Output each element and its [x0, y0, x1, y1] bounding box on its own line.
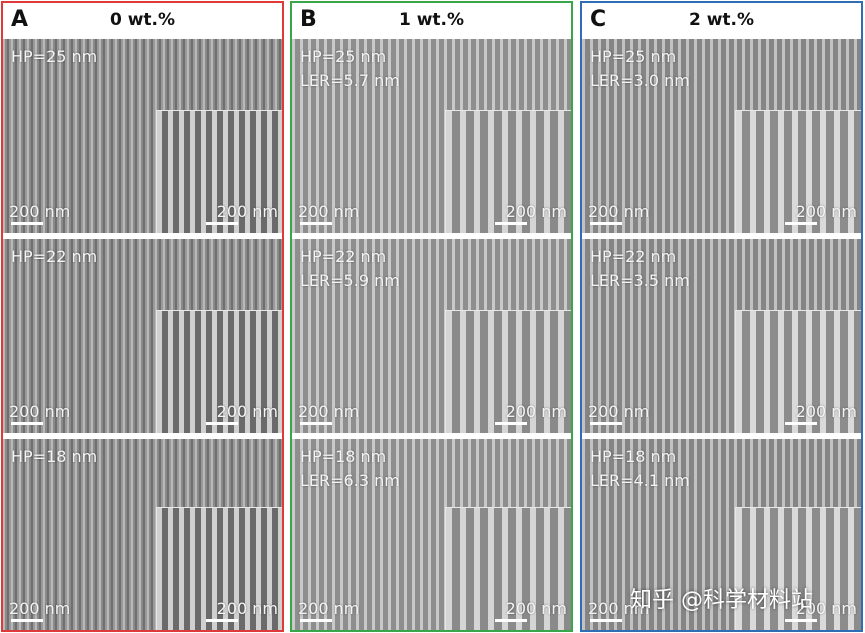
- sem-image: HP=22 nm 200 nm 200 nm: [3, 239, 282, 433]
- hp-label: HP=18 nm: [300, 447, 387, 466]
- sem-image: HP=18 nm LER=4.1 nm 200 nm 200 nm: [582, 439, 861, 630]
- scale-bar: [300, 422, 332, 425]
- inset-scale-bar: [495, 422, 527, 425]
- inset-scale-label: 200 nm: [216, 402, 278, 421]
- hp-label: HP=22 nm: [590, 247, 677, 266]
- sem-image: HP=25 nm 200 nm 200 nm: [3, 39, 282, 233]
- hp-label: HP=22 nm: [300, 247, 387, 266]
- scale-bar: [590, 222, 622, 225]
- sem-image: HP=22 nm LER=3.5 nm 200 nm 200 nm: [582, 239, 861, 433]
- inset-scale-bar: [785, 619, 817, 622]
- scale-label: 200 nm: [588, 402, 650, 421]
- inset-scale-label: 200 nm: [216, 202, 278, 221]
- sem-image: HP=18 nm LER=6.3 nm 200 nm 200 nm: [292, 439, 571, 630]
- sem-inset: [735, 507, 861, 630]
- scale-label: 200 nm: [9, 202, 71, 221]
- panel-letter: C: [590, 7, 607, 32]
- sem-inset: [445, 507, 571, 630]
- sem-inset: [445, 310, 571, 433]
- inset-scale-label: 200 nm: [505, 402, 567, 421]
- sem-image: HP=25 nm LER=3.0 nm 200 nm 200 nm: [582, 39, 861, 233]
- sem-inset: [735, 110, 861, 233]
- sem-inset: [735, 310, 861, 433]
- scale-bar: [590, 422, 622, 425]
- panel-title: 0 wt.%: [109, 10, 176, 30]
- ler-label: LER=5.7 nm: [300, 71, 400, 90]
- inset-scale-bar: [206, 222, 238, 225]
- panel-letter: A: [11, 7, 29, 32]
- inset-scale-label: 200 nm: [505, 599, 567, 618]
- sem-inset: [156, 507, 282, 630]
- ler-label: LER=5.9 nm: [300, 271, 400, 290]
- scale-label: 200 nm: [588, 202, 650, 221]
- sem-image: HP=18 nm 200 nm 200 nm: [3, 439, 282, 630]
- inset-scale-label: 200 nm: [795, 402, 857, 421]
- ler-label: LER=6.3 nm: [300, 471, 400, 490]
- inset-scale-bar: [785, 422, 817, 425]
- scale-bar: [590, 619, 622, 622]
- ler-label: LER=4.1 nm: [590, 471, 690, 490]
- scale-bar: [11, 619, 43, 622]
- sem-inset: [445, 110, 571, 233]
- scale-bar: [11, 222, 43, 225]
- sem-image: HP=25 nm LER=5.7 nm 200 nm 200 nm: [292, 39, 571, 233]
- scale-label: 200 nm: [9, 599, 71, 618]
- hp-label: HP=22 nm: [11, 247, 98, 266]
- watermark: 知乎 @科学材料站: [630, 588, 813, 613]
- scale-label: 200 nm: [9, 402, 71, 421]
- inset-scale-label: 200 nm: [505, 202, 567, 221]
- hp-label: HP=25 nm: [590, 47, 677, 66]
- inset-scale-bar: [495, 619, 527, 622]
- scale-bar: [300, 619, 332, 622]
- scale-label: 200 nm: [298, 599, 360, 618]
- panel-title: 1 wt.%: [398, 10, 465, 30]
- hp-label: HP=25 nm: [300, 47, 387, 66]
- inset-scale-bar: [206, 619, 238, 622]
- inset-scale-bar: [495, 222, 527, 225]
- scale-bar: [11, 422, 43, 425]
- hp-label: HP=18 nm: [11, 447, 98, 466]
- ler-label: LER=3.5 nm: [590, 271, 690, 290]
- inset-scale-label: 200 nm: [795, 599, 857, 618]
- panel: A 0 wt.% HP=25 nm 200 nm 200 nm HP=22 nm 200 n…: [1, 1, 284, 632]
- scale-label: 200 nm: [588, 599, 650, 618]
- scale-label: 200 nm: [298, 202, 360, 221]
- sem-image: HP=22 nm LER=5.9 nm 200 nm 200 nm: [292, 239, 571, 433]
- sem-inset: [156, 310, 282, 433]
- sem-inset: [156, 110, 282, 233]
- inset-scale-label: 200 nm: [216, 599, 278, 618]
- ler-label: LER=3.0 nm: [590, 71, 690, 90]
- scale-bar: [300, 222, 332, 225]
- scale-label: 200 nm: [298, 402, 360, 421]
- inset-scale-bar: [785, 222, 817, 225]
- hp-label: HP=25 nm: [11, 47, 98, 66]
- panel-letter: B: [300, 7, 317, 32]
- hp-label: HP=18 nm: [590, 447, 677, 466]
- inset-scale-label: 200 nm: [795, 202, 857, 221]
- inset-scale-bar: [206, 422, 238, 425]
- panel-title: 2 wt.%: [688, 10, 755, 30]
